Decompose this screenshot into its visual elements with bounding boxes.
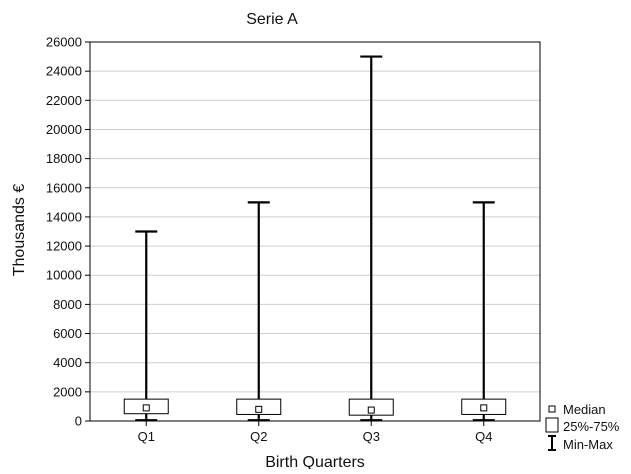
x-tick-label: Q2 [250, 429, 267, 444]
y-tick-label: 8000 [53, 297, 82, 312]
box-q3 [348, 55, 394, 422]
x-axis-ticks: Q1 Q2 Q3 Q4 [138, 421, 492, 444]
x-axis-label: Birth Quarters [265, 454, 365, 469]
legend: Median 25%-75% Min-Max [545, 402, 620, 452]
y-tick-label: 14000 [46, 209, 82, 224]
plot-frame [89, 41, 541, 422]
chart-title: Serie A [246, 11, 298, 28]
legend-median-label: Median [563, 402, 606, 417]
x-tick-label: Q1 [138, 429, 155, 444]
box-q4 [461, 201, 507, 422]
y-tick-label: 12000 [46, 239, 82, 254]
legend-range-marker [548, 435, 556, 451]
y-axis-ticks: 0 2000 4000 6000 8000 10000 12000 14000 16000 180… [46, 35, 90, 429]
y-tick-label: 20000 [46, 122, 82, 137]
y-tick-label: 2000 [53, 384, 82, 399]
median-marker [142, 404, 150, 412]
median-marker [480, 404, 488, 412]
y-axis-label: Thousands € [11, 184, 28, 277]
gridlines [90, 70, 540, 393]
y-tick-label: 24000 [46, 64, 82, 79]
y-tick-label: 18000 [46, 151, 82, 166]
x-tick-label: Q3 [363, 429, 380, 444]
y-tick-label: 6000 [53, 326, 82, 341]
legend-median-marker [548, 405, 556, 413]
legend-iqr-marker [545, 417, 559, 433]
y-tick-label: 22000 [46, 93, 82, 108]
y-tick-label: 10000 [46, 268, 82, 283]
median-marker [367, 406, 375, 414]
box-q2 [236, 201, 282, 422]
x-tick-label: Q4 [475, 429, 492, 444]
boxes [123, 55, 507, 422]
box-q1 [123, 230, 169, 422]
y-tick-label: 4000 [53, 355, 82, 370]
legend-iqr-label: 25%-75% [563, 419, 620, 434]
median-marker [255, 405, 263, 413]
legend-range-label: Min-Max [563, 437, 613, 452]
y-tick-label: 0 [75, 414, 82, 429]
y-tick-label: 16000 [46, 180, 82, 195]
y-tick-label: 26000 [46, 35, 82, 50]
